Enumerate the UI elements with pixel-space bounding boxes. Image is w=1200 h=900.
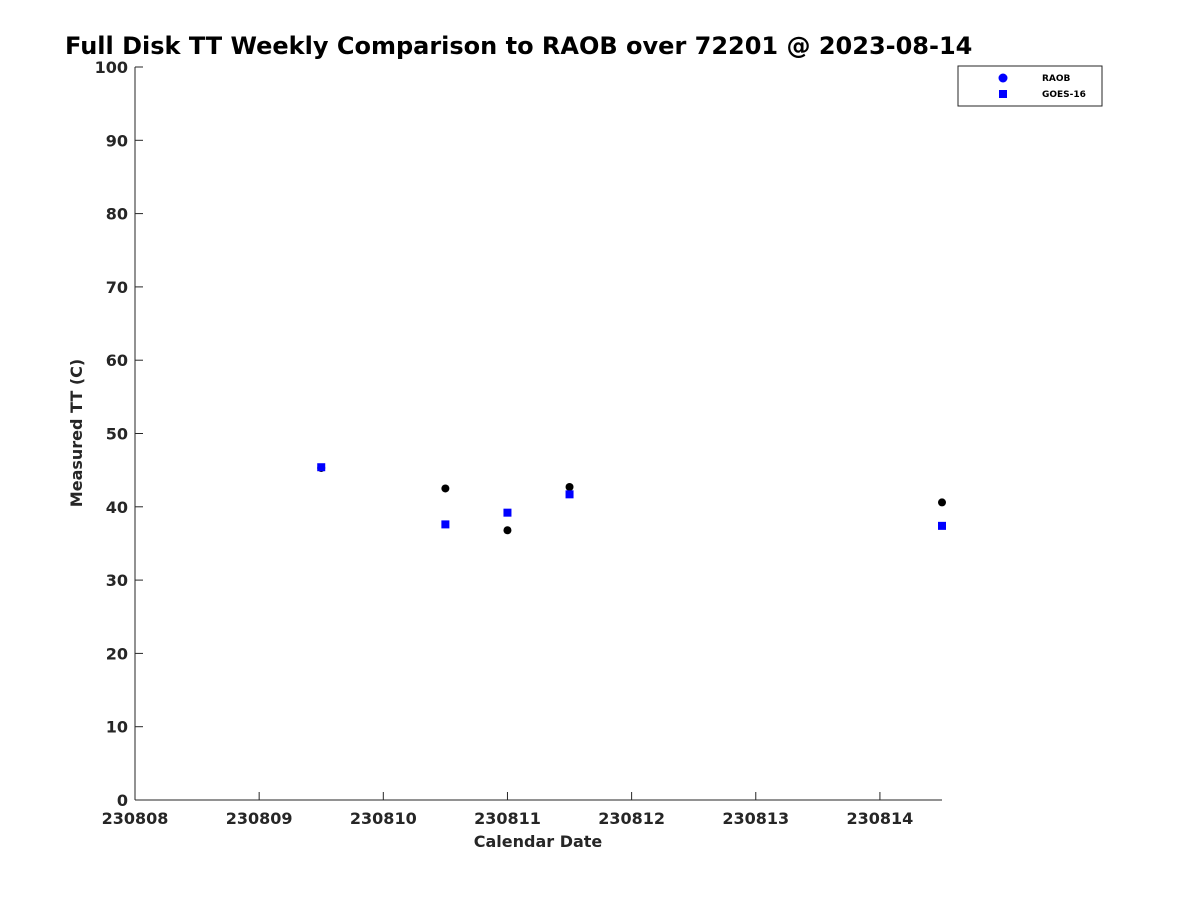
legend-raob-label: RAOB [1042, 74, 1071, 84]
x-tick-label: 230812 [598, 809, 665, 828]
legend-goes16-marker [999, 90, 1007, 98]
goes-16-point [503, 508, 512, 517]
y-tick-label: 100 [95, 58, 128, 77]
goes-16-point [317, 463, 326, 472]
y-tick-label: 80 [106, 205, 128, 224]
y-tick-label: 20 [106, 644, 128, 663]
legend-box [957, 65, 1103, 107]
y-axis-ticks: 0 10 20 30 40 50 60 70 80 90 100 [95, 58, 143, 810]
x-tick-label: 230809 [226, 809, 293, 828]
y-axis-label: Measured TT (C) [67, 359, 86, 507]
raob-point [565, 483, 574, 492]
y-tick-label: 70 [106, 278, 128, 297]
data-points [317, 463, 946, 535]
x-axis-label: Calendar Date [474, 832, 603, 851]
raob-point [938, 498, 946, 507]
x-tick-label: 230813 [722, 809, 789, 828]
y-tick-label: 90 [106, 131, 128, 150]
goes-16-point [441, 520, 450, 529]
x-tick-label: 230811 [474, 809, 541, 828]
x-tick-label: 230810 [350, 809, 417, 828]
legend-raob-marker [998, 73, 1008, 83]
y-tick-label: 30 [106, 571, 128, 590]
raob-point [441, 484, 450, 493]
x-tick-label: 230814 [847, 809, 914, 828]
y-tick-label: 40 [106, 498, 128, 517]
goes-16-point [938, 521, 946, 530]
y-tick-label: 60 [106, 351, 128, 370]
legend-goes16-label: GOES-16 [1042, 90, 1086, 100]
y-tick-label: 10 [106, 718, 128, 737]
chart-legend: RAOB GOES-16 [957, 65, 1103, 107]
x-axis-ticks: 230808 230809 230810 230811 230812 230813 2308… [102, 792, 914, 828]
y-tick-label: 0 [117, 791, 128, 810]
plot-axes [134, 67, 942, 801]
x-tick-label: 230808 [102, 809, 169, 828]
chart-title: Full Disk TT Weekly Comparison to RAOB o… [65, 32, 972, 60]
goes-16-point [565, 490, 574, 499]
y-tick-label: 50 [106, 425, 128, 444]
raob-point [503, 526, 512, 535]
